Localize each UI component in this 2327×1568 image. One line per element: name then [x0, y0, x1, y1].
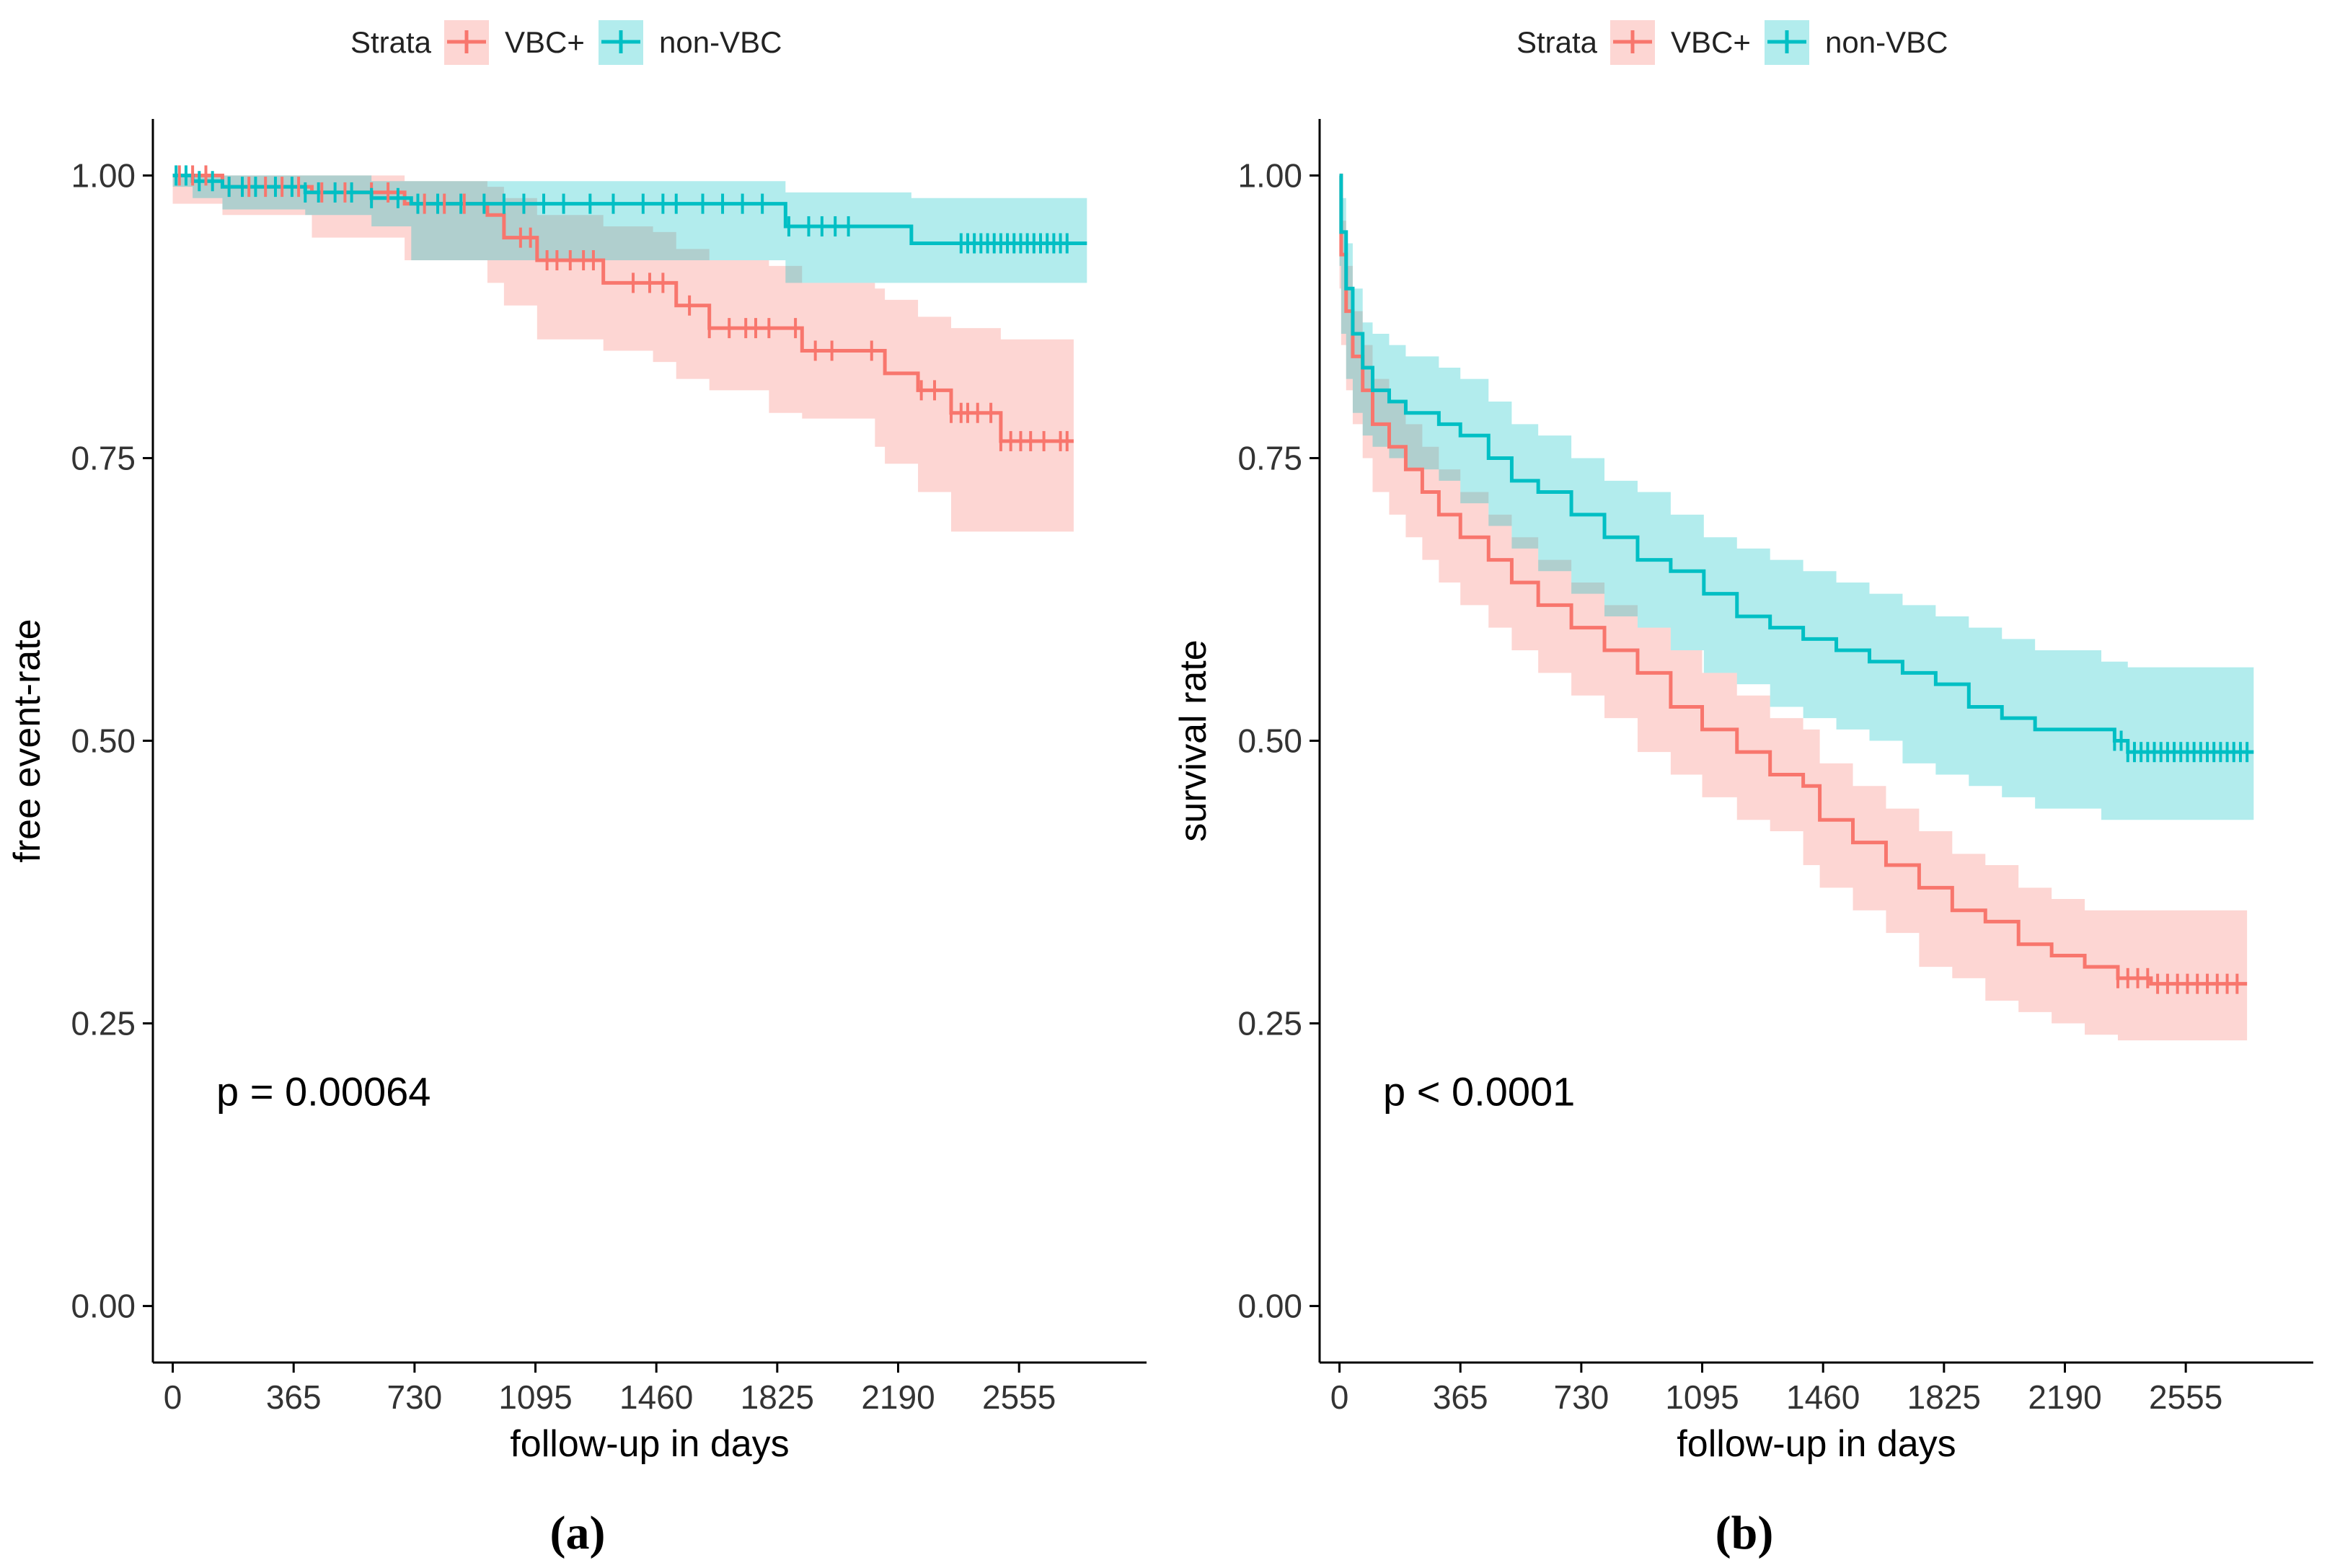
- censor-marks-non-vbc: [175, 165, 1069, 254]
- x-tick-label: 2555: [982, 1378, 1056, 1416]
- x-tick-label: 2555: [2149, 1378, 2222, 1416]
- censor-marks-vbc: [177, 165, 1069, 451]
- x-axis-title: follow-up in days: [510, 1423, 789, 1465]
- km-panel-a: Strata VBC+ non-VBC 0.00 0.25 0.50 0.75 1.00 0 36…: [6, 20, 1147, 1559]
- y-tick-label: 0.50: [1237, 722, 1302, 760]
- legend: Strata VBC+ non-VBC: [1516, 20, 1948, 65]
- x-axis-title: follow-up in days: [1677, 1423, 1956, 1465]
- y-tick-label: 0.75: [1237, 439, 1302, 477]
- censor-marks-vbc: [2116, 967, 2239, 994]
- survival-curve-vbc: [1339, 173, 2248, 986]
- p-value-annotation: p = 0.00064: [216, 1069, 430, 1115]
- legend-label: non-VBC: [1825, 25, 1948, 59]
- y-tick-label: 1.00: [71, 156, 136, 194]
- y-tick-label: 1.00: [1237, 156, 1302, 194]
- confidence-band-non-vbc: [172, 175, 1087, 283]
- x-tick-label: 730: [387, 1378, 442, 1416]
- legend-label: VBC+: [505, 25, 585, 59]
- x-tick-label: 1825: [1907, 1378, 1981, 1416]
- confidence-band-vbc: [172, 175, 1074, 532]
- y-tick-label: 0.00: [1237, 1288, 1302, 1325]
- censor-marks-non-vbc: [2113, 730, 2249, 763]
- x-tick-label: 2190: [861, 1378, 935, 1416]
- survival-curve-vbc: [172, 173, 1074, 443]
- legend-label: non-VBC: [659, 25, 782, 59]
- legend-label: VBC+: [1671, 25, 1751, 59]
- panel-label: (b): [1716, 1507, 1774, 1559]
- x-tick-label: 1095: [1665, 1378, 1739, 1416]
- x-tick-label: 0: [164, 1378, 182, 1416]
- confidence-band-vbc: [1339, 175, 2248, 1041]
- x-tick-label: 0: [1330, 1378, 1349, 1416]
- km-panel-b: Strata VBC+ non-VBC 0.00 0.25 0.50 0.75 1.00 0 36…: [1173, 20, 2313, 1559]
- panel-label: (a): [550, 1507, 606, 1559]
- x-tick-label: 365: [1433, 1378, 1488, 1416]
- y-tick-label: 0.50: [71, 722, 136, 760]
- x-tick-label: 1825: [741, 1378, 814, 1416]
- x-tick-label: 730: [1553, 1378, 1609, 1416]
- x-tick-label: 1460: [1786, 1378, 1860, 1416]
- y-tick-label: 0.00: [71, 1288, 136, 1325]
- y-tick-label: 0.25: [71, 1005, 136, 1042]
- x-tick-label: 2190: [2028, 1378, 2101, 1416]
- y-axis-title: free event-rate: [6, 619, 48, 862]
- legend-title: Strata: [350, 25, 432, 59]
- y-tick-label: 0.25: [1237, 1005, 1302, 1042]
- legend-title: Strata: [1516, 25, 1598, 59]
- x-tick-label: 365: [266, 1378, 322, 1416]
- y-axis-title: survival rate: [1173, 639, 1214, 841]
- x-tick-label: 1095: [498, 1378, 572, 1416]
- legend: Strata VBC+ non-VBC: [350, 20, 782, 65]
- confidence-band-non-vbc: [1339, 175, 2254, 820]
- p-value-annotation: p < 0.0001: [1383, 1069, 1575, 1115]
- survival-curve-non-vbc: [1339, 173, 2254, 754]
- x-tick-label: 1460: [619, 1378, 693, 1416]
- y-tick-label: 0.75: [71, 439, 136, 477]
